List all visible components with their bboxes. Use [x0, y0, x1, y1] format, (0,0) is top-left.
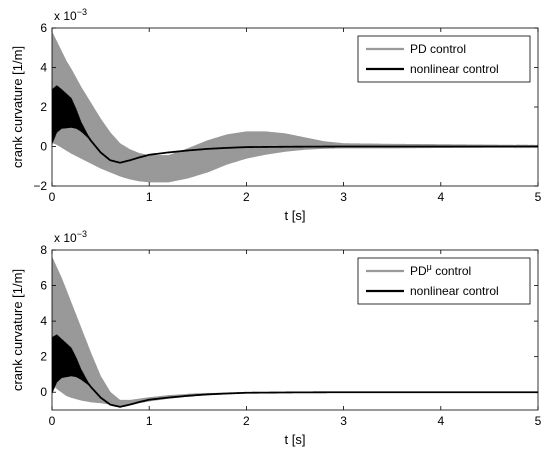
legend-label-name: PD control — [410, 42, 466, 56]
x-tick-label: 4 — [437, 414, 444, 428]
x-tick-label: 5 — [535, 414, 542, 428]
legend-box — [357, 35, 531, 83]
x-axis-label: t [s] — [285, 432, 306, 447]
axis-exponent-base: x 10 — [54, 231, 77, 245]
y-tick-label: 0 — [40, 140, 47, 154]
x-tick-label: 1 — [146, 190, 153, 204]
y-tick-label: 2 — [40, 350, 47, 364]
x-tick-label: 2 — [243, 414, 250, 428]
y-tick-label: 8 — [40, 243, 47, 257]
axis-exponent-label: x 10−3 — [54, 7, 87, 23]
y-tick-label: 0 — [40, 385, 47, 399]
axis-exponent-base: x 10 — [54, 9, 77, 23]
legend-label-suffix: control — [432, 264, 471, 278]
legend: PD control nonlinear control — [357, 35, 531, 83]
series-2-line — [52, 108, 538, 164]
x-tick-label: 3 — [340, 190, 347, 204]
legend: PDμ control nonlinear control — [357, 257, 531, 305]
axis-exponent-power: −3 — [77, 229, 87, 239]
legend-label-name: PD — [410, 264, 427, 278]
series-1-line — [52, 31, 538, 183]
legend-label-name: nonlinear control — [410, 62, 499, 76]
axis-exponent-label: x 10−3 — [54, 229, 87, 245]
x-tick-label: 0 — [49, 190, 56, 204]
series-2-line — [52, 357, 538, 408]
y-tick-label: 4 — [40, 314, 47, 328]
y-tick-label: 2 — [40, 100, 47, 114]
x-tick-label: 2 — [243, 190, 250, 204]
axis-exponent-power: −3 — [77, 7, 87, 17]
axes-frame — [51, 249, 539, 411]
x-axis-label: t [s] — [285, 208, 306, 223]
legend-label-name: nonlinear control — [410, 284, 499, 298]
legend-label-superscript: μ — [427, 262, 432, 272]
legend-label-2: nonlinear control — [410, 62, 499, 76]
legend-label-1: PDμ control — [410, 262, 471, 278]
y-tick-label: −2 — [33, 179, 47, 193]
legend-box — [357, 257, 531, 305]
x-tick-label: 3 — [340, 414, 347, 428]
x-tick-label: 0 — [49, 414, 56, 428]
legend-label-1: PD control — [410, 42, 466, 56]
y-tick-label: 4 — [40, 61, 47, 75]
y-tick-label: 6 — [40, 21, 47, 35]
y-axis-label: crank curvature [1/m] — [10, 46, 25, 168]
y-axis-label: crank curvature [1/m] — [10, 269, 25, 391]
y-tick-label: 6 — [40, 279, 47, 293]
x-tick-label: 1 — [146, 414, 153, 428]
x-tick-label: 5 — [535, 190, 542, 204]
chart-panel-2: 0 1 2 3 4 5 0 2 4 6 8 x 10−3 t [s] crank curvature [1… — [10, 229, 542, 447]
legend-label-2: nonlinear control — [410, 284, 499, 298]
plot-series-group — [52, 31, 538, 183]
x-tick-label: 4 — [437, 190, 444, 204]
